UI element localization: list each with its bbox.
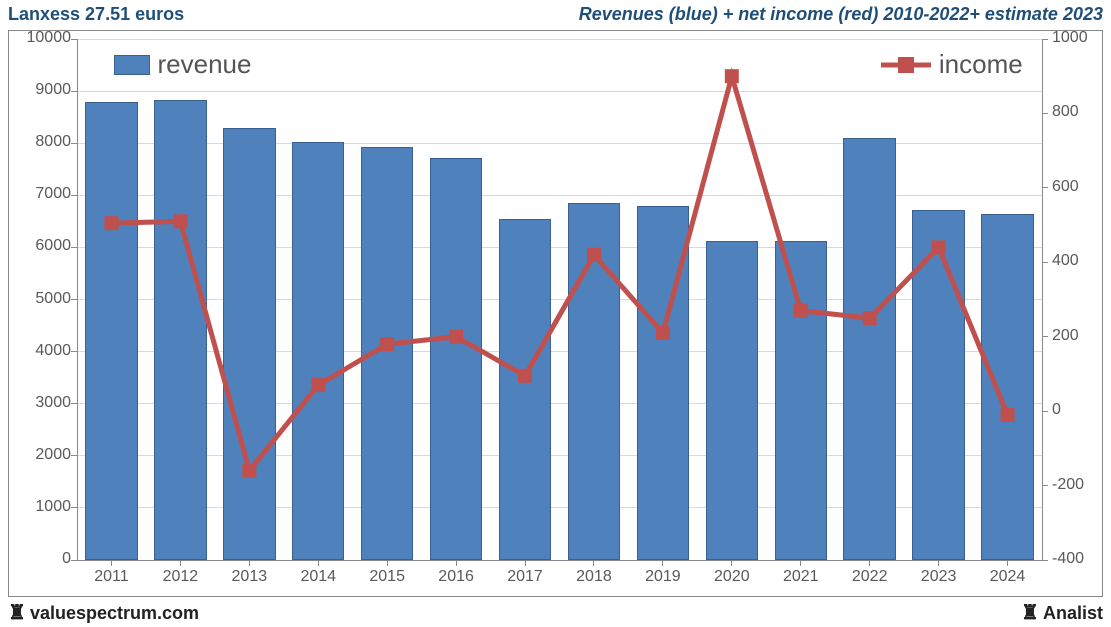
- gridline: [77, 455, 1042, 456]
- gridline: [77, 143, 1042, 144]
- revenue-bar: [292, 142, 344, 560]
- revenue-bar: [981, 214, 1033, 560]
- gridline: [77, 247, 1042, 248]
- left-tick-label: 7000: [35, 185, 71, 203]
- left-tick-label: 6000: [35, 237, 71, 255]
- header-right: Revenues (blue) + net income (red) 2010-…: [579, 4, 1103, 25]
- left-tick-label: 10000: [27, 29, 72, 47]
- revenue-bar: [775, 241, 827, 560]
- gridline: [77, 299, 1042, 300]
- right-tick-label: 0: [1052, 401, 1061, 419]
- x-tick-label: 2013: [225, 568, 273, 586]
- x-tick-label: 2020: [708, 568, 756, 586]
- revenue-bar: [154, 100, 206, 560]
- gridline: [77, 351, 1042, 352]
- revenue-bar: [568, 203, 620, 560]
- legend-swatch: [114, 55, 150, 75]
- x-tick-label: 2023: [915, 568, 963, 586]
- gridline: [77, 39, 1042, 40]
- x-tick-label: 2015: [363, 568, 411, 586]
- revenue-bar: [912, 210, 964, 560]
- right-tick-label: -400: [1052, 550, 1084, 568]
- right-tick-label: -200: [1052, 476, 1084, 494]
- revenue-bar: [706, 241, 758, 560]
- x-tick-label: 2017: [501, 568, 549, 586]
- right-tick-label: 800: [1052, 103, 1079, 121]
- left-tick-label: 9000: [35, 81, 71, 99]
- revenue-bar: [843, 138, 895, 560]
- rook-icon: ♜: [8, 603, 26, 623]
- revenue-bar: [499, 219, 551, 560]
- x-tick-label: 2021: [777, 568, 825, 586]
- revenue-bar: [85, 102, 137, 560]
- revenue-bar: [361, 147, 413, 560]
- gridline: [77, 403, 1042, 404]
- revenue-bar: [430, 158, 482, 560]
- right-tick-label: 400: [1052, 252, 1079, 270]
- footer-right-text: Analist: [1043, 603, 1103, 623]
- right-tick-label: 1000: [1052, 29, 1088, 47]
- chart-footer: ♜valuespectrum.com ♜Analist: [8, 601, 1103, 625]
- x-tick-label: 2016: [432, 568, 480, 586]
- income-marker: [725, 69, 739, 83]
- footer-left: ♜valuespectrum.com: [8, 603, 199, 624]
- legend-revenue-label: revenue: [158, 49, 252, 80]
- revenue-bar: [637, 206, 689, 560]
- x-tick-label: 2022: [846, 568, 894, 586]
- revenue-bar: [223, 128, 275, 560]
- footer-right: ♜Analist: [1021, 603, 1103, 624]
- legend-income: income: [881, 49, 1023, 80]
- x-tick-label: 2014: [294, 568, 342, 586]
- footer-left-text: valuespectrum.com: [30, 603, 199, 623]
- x-tick-label: 2011: [87, 568, 135, 586]
- legend-revenue: revenue: [114, 49, 252, 80]
- gridline: [77, 195, 1042, 196]
- header-left: Lanxess 27.51 euros: [8, 4, 184, 25]
- left-tick-label: 4000: [35, 342, 71, 360]
- left-tick-label: 0: [62, 550, 71, 568]
- legend-income-label: income: [939, 49, 1023, 80]
- rook-icon: ♜: [1021, 603, 1039, 623]
- x-tick-label: 2024: [984, 568, 1032, 586]
- x-tick-label: 2019: [639, 568, 687, 586]
- left-tick-label: 2000: [35, 446, 71, 464]
- legend-line-swatch: [881, 55, 931, 75]
- right-tick-label: 200: [1052, 327, 1079, 345]
- left-tick-label: 1000: [35, 498, 71, 516]
- gridline: [77, 91, 1042, 92]
- x-tick-label: 2018: [570, 568, 618, 586]
- chart-container: Lanxess 27.51 euros Revenues (blue) + ne…: [0, 0, 1111, 627]
- chart-header: Lanxess 27.51 euros Revenues (blue) + ne…: [8, 2, 1103, 26]
- plot-inner: 0100020003000400050006000700080009000100…: [9, 31, 1102, 596]
- right-tick-label: 600: [1052, 178, 1079, 196]
- x-tick-label: 2012: [156, 568, 204, 586]
- left-tick-label: 3000: [35, 394, 71, 412]
- gridline: [77, 507, 1042, 508]
- left-tick-label: 8000: [35, 133, 71, 151]
- plot-area: 0100020003000400050006000700080009000100…: [8, 30, 1103, 597]
- left-tick-label: 5000: [35, 290, 71, 308]
